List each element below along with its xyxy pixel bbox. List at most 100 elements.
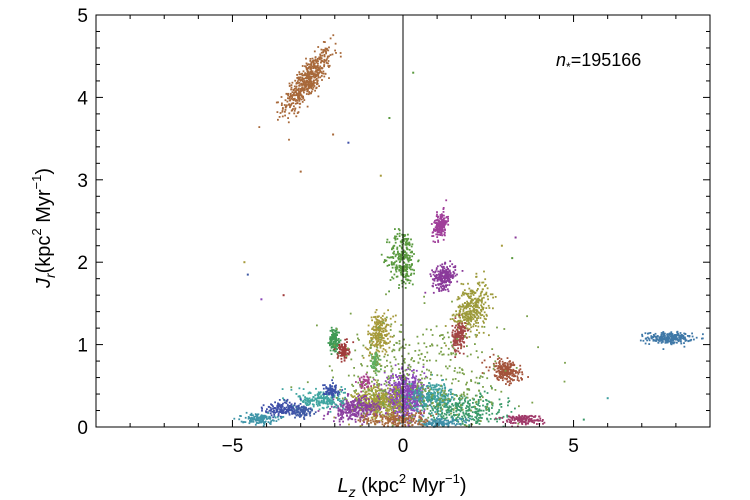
data-point	[380, 392, 383, 394]
data-point	[360, 403, 362, 405]
data-point	[304, 65, 306, 68]
data-point	[431, 278, 434, 281]
data-point	[449, 265, 451, 268]
data-point	[317, 75, 320, 77]
data-point	[386, 256, 389, 259]
data-point	[305, 85, 308, 88]
data-point	[451, 334, 454, 336]
data-point	[313, 76, 316, 79]
data-point	[292, 405, 295, 407]
data-point	[462, 334, 465, 337]
data-point	[641, 333, 643, 336]
data-point	[421, 409, 423, 412]
data-point	[387, 387, 389, 390]
data-point	[296, 112, 299, 114]
data-point	[492, 353, 495, 356]
data-point	[381, 404, 384, 407]
data-point	[387, 309, 389, 312]
data-point	[411, 268, 414, 271]
data-point	[362, 416, 365, 419]
data-point	[359, 425, 362, 427]
data-point	[488, 307, 491, 309]
data-point	[503, 369, 506, 372]
data-point	[514, 407, 516, 410]
data-point	[472, 318, 475, 320]
data-point	[392, 376, 394, 379]
data-point	[460, 337, 462, 340]
data-point	[381, 393, 384, 396]
data-point	[344, 345, 347, 348]
data-point	[655, 340, 657, 342]
data-point	[403, 385, 405, 388]
data-point	[672, 338, 675, 340]
data-point	[449, 406, 452, 408]
data-point	[493, 369, 496, 371]
data-point	[414, 396, 416, 399]
data-point	[343, 350, 346, 353]
data-point	[338, 400, 341, 403]
data-point	[408, 383, 411, 385]
data-point	[315, 60, 318, 63]
data-point	[323, 399, 325, 402]
data-point	[389, 392, 392, 395]
data-point	[335, 52, 337, 54]
data-point	[360, 404, 362, 407]
data-point	[381, 315, 384, 317]
data-point	[484, 278, 487, 281]
data-point	[429, 273, 432, 276]
data-point	[376, 334, 379, 337]
data-point	[312, 86, 315, 89]
data-point	[331, 329, 333, 331]
data-point	[308, 84, 311, 86]
data-point	[308, 403, 311, 406]
data-point	[415, 375, 418, 378]
data-point	[374, 321, 376, 324]
data-point	[329, 398, 331, 401]
data-point	[494, 375, 496, 378]
data-point	[292, 99, 295, 102]
data-point	[458, 312, 461, 315]
data-point	[322, 72, 325, 75]
data-point	[377, 316, 379, 318]
data-point	[312, 403, 315, 406]
data-point	[469, 302, 472, 305]
data-point	[376, 323, 379, 326]
data-point	[370, 387, 373, 389]
data-point	[397, 251, 399, 254]
data-point	[401, 268, 404, 271]
data-point	[359, 395, 362, 398]
data-point	[459, 332, 462, 335]
data-point	[474, 411, 476, 414]
data-point	[294, 412, 297, 415]
data-point	[395, 410, 398, 413]
data-point	[276, 111, 279, 113]
data-point	[321, 406, 324, 409]
data-point	[380, 388, 383, 391]
data-point	[451, 325, 454, 327]
data-point	[398, 405, 401, 407]
data-point	[475, 322, 477, 324]
data-point	[380, 316, 382, 319]
data-point	[436, 224, 439, 227]
data-point	[432, 235, 435, 237]
data-point	[482, 409, 485, 412]
data-point	[292, 108, 294, 110]
data-point	[396, 385, 399, 388]
data-point	[462, 283, 465, 286]
data-point	[485, 399, 487, 401]
data-point	[350, 418, 353, 420]
data-point	[399, 406, 401, 409]
data-point	[691, 332, 693, 335]
data-point	[307, 78, 310, 81]
data-point	[429, 393, 432, 396]
data-point	[459, 316, 461, 319]
data-point	[327, 49, 330, 52]
data-point	[474, 305, 477, 308]
data-point	[650, 335, 653, 337]
data-point	[373, 398, 376, 400]
data-point	[404, 396, 407, 398]
data-point	[469, 409, 471, 412]
data-point	[459, 410, 462, 413]
data-point	[520, 377, 522, 379]
data-point	[680, 342, 683, 345]
